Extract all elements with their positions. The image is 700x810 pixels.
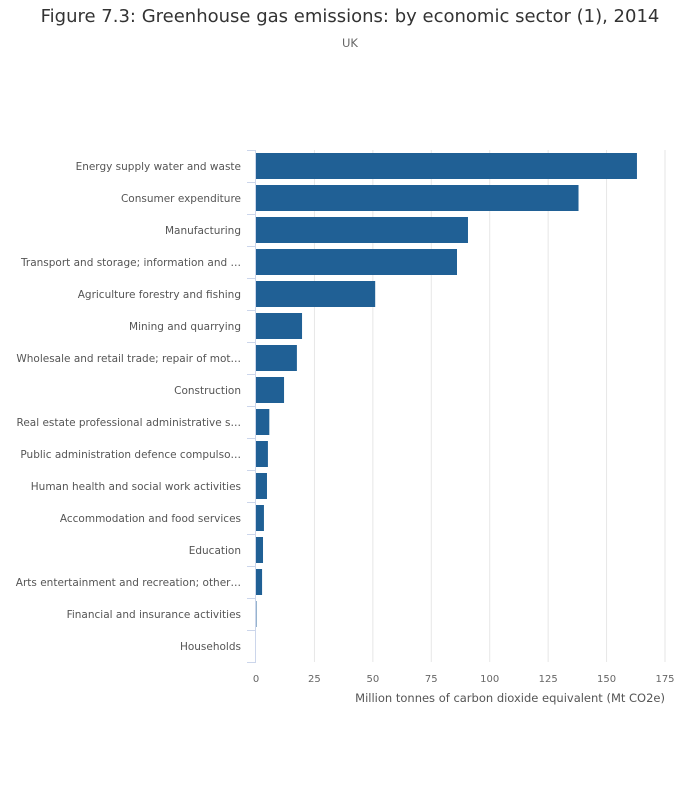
x-axis-label: Million tonnes of carbon dioxide equival… <box>355 691 665 705</box>
bar <box>256 281 376 307</box>
category-label: Transport and storage; information and … <box>20 257 241 269</box>
category-label: Public administration defence compulso… <box>20 449 241 461</box>
category-label: Real estate professional administrative … <box>17 417 242 429</box>
category-label: Construction <box>174 385 241 397</box>
category-label: Accommodation and food services <box>60 513 241 525</box>
category-label: Wholesale and retail trade; repair of mo… <box>16 353 241 365</box>
bar <box>256 569 263 595</box>
bar <box>256 441 268 467</box>
category-label: Households <box>180 641 241 653</box>
bar <box>256 409 270 435</box>
category-label: Human health and social work activities <box>31 481 241 493</box>
chart-subtitle: UK <box>342 36 358 50</box>
x-tick-label: 150 <box>597 674 616 685</box>
bar <box>256 185 579 211</box>
category-label: Manufacturing <box>165 225 241 237</box>
bar <box>256 473 267 499</box>
bar <box>256 345 297 371</box>
x-tick-label: 50 <box>366 674 379 685</box>
x-tick-label: 100 <box>480 674 499 685</box>
x-tick-label: 25 <box>308 674 321 685</box>
bar <box>256 153 637 179</box>
bar <box>256 217 468 243</box>
x-tick-label: 125 <box>539 674 558 685</box>
bar <box>256 249 457 275</box>
x-tick-label: 75 <box>425 674 438 685</box>
x-tick-label: 175 <box>655 674 674 685</box>
category-label: Mining and quarrying <box>129 321 241 333</box>
bar <box>256 313 303 339</box>
x-tick-label: 0 <box>253 674 259 685</box>
category-label: Arts entertainment and recreation; other… <box>16 577 241 589</box>
category-label: Agriculture forestry and fishing <box>78 289 241 301</box>
category-label: Consumer expenditure <box>121 193 241 205</box>
category-label: Energy supply water and waste <box>76 161 241 173</box>
category-label: Financial and insurance activities <box>67 609 241 621</box>
bar <box>256 377 285 403</box>
chart-title: Figure 7.3: Greenhouse gas emissions: by… <box>40 6 660 27</box>
bar <box>256 537 264 563</box>
category-label: Education <box>189 545 241 557</box>
bar <box>256 505 264 531</box>
